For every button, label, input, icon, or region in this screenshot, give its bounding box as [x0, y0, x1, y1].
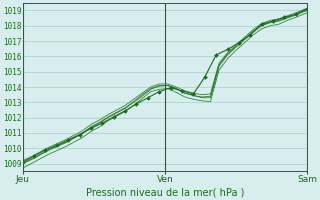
- X-axis label: Pression niveau de la mer( hPa ): Pression niveau de la mer( hPa ): [86, 187, 244, 197]
